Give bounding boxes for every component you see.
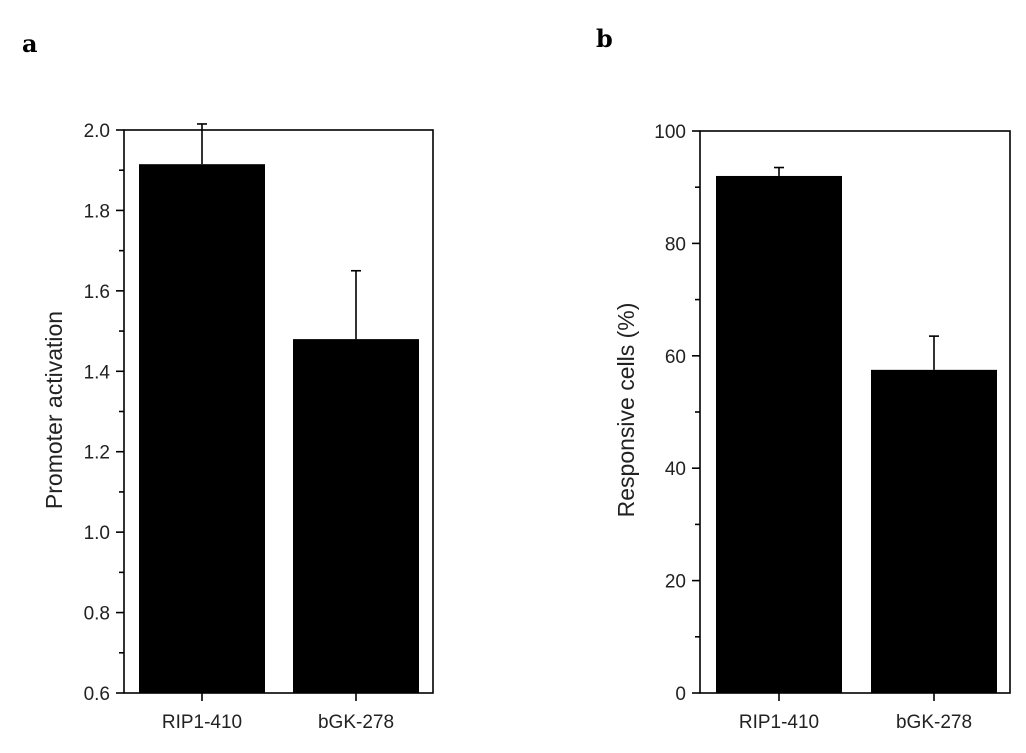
y-tick-label: 2.0 [84, 121, 110, 142]
y-tick-label: 100 [654, 122, 686, 143]
y-axis-title: Promoter activation [41, 311, 67, 509]
y-tick-label: 1.8 [84, 201, 110, 222]
y-tick-label: 1.0 [84, 523, 110, 544]
bar [293, 339, 419, 693]
panel-letter-a: a [22, 29, 38, 58]
y-tick-label: 0 [675, 684, 686, 705]
y-tick-label: 0.6 [84, 684, 110, 705]
chart-b: RIP1-410 bGK-278 0 20 40 60 80 100 Responsive ce… [613, 122, 1011, 733]
y-tick-label: 20 [665, 572, 686, 593]
y-tick-label: 80 [665, 234, 686, 255]
y-tick-label: 1.4 [84, 362, 111, 383]
panel-letter-b: b [596, 24, 613, 53]
y-tick-label: 40 [665, 459, 686, 480]
y-axis-title: Responsive cells (%) [613, 303, 639, 518]
bar [139, 164, 265, 694]
y-tick-label: 1.2 [84, 443, 110, 464]
y-tick-label: 60 [665, 347, 686, 368]
x-tick-label: bGK-278 [318, 712, 394, 733]
x-tick-label: RIP1-410 [162, 712, 242, 733]
chart-a: RIP1-410 bGK-278 0.6 0.8 1.0 1.2 1.4 1.6 1.8 2.0 P… [41, 121, 434, 733]
bar [716, 175, 842, 693]
y-tick-label: 0.8 [84, 604, 110, 625]
y-tick-label: 1.6 [84, 282, 110, 303]
bar [871, 369, 997, 693]
x-tick-label: bGK-278 [896, 712, 972, 733]
x-tick-label: RIP1-410 [739, 712, 819, 733]
